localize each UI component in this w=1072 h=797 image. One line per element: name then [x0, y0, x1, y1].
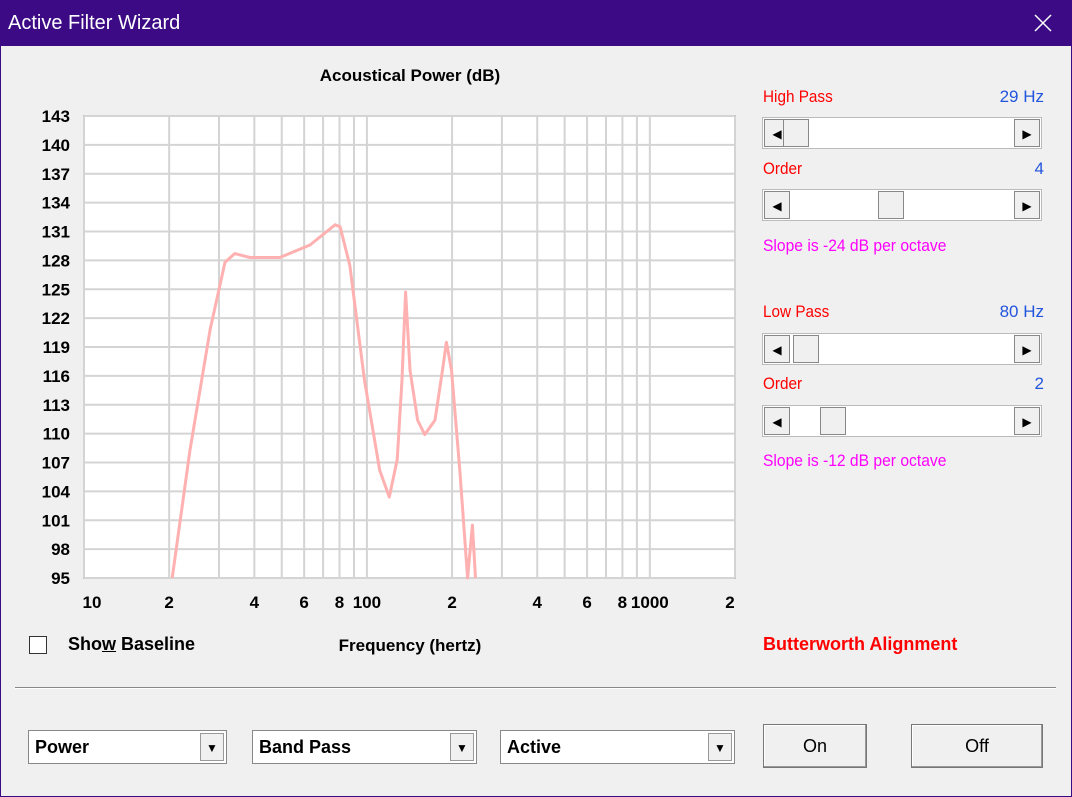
- y-tick-label: 122: [42, 309, 70, 328]
- scrollbar[interactable]: ◀ ▶: [762, 117, 1042, 149]
- control-label: Order: [763, 374, 803, 393]
- y-tick-label: 119: [43, 338, 70, 357]
- control-label: High Pass: [763, 87, 833, 106]
- x-tick-label: 8: [335, 593, 344, 612]
- dropdown[interactable]: Active ▼: [500, 730, 735, 764]
- window-title: Active Filter Wizard: [8, 12, 181, 34]
- x-tick-label: 100: [353, 593, 381, 612]
- x-tick-label: 6: [299, 593, 308, 612]
- scroll-arrow[interactable]: ▶: [1014, 335, 1040, 363]
- label-text: Baseline: [116, 634, 196, 654]
- x-tick-label: 8: [618, 593, 627, 612]
- y-tick-label: 95: [51, 569, 70, 588]
- checkbox[interactable]: [29, 636, 47, 654]
- control-value: 80 Hz: [999, 302, 1044, 321]
- dropdown-value: Band Pass: [259, 737, 352, 757]
- y-tick-label: 140: [42, 136, 70, 155]
- control-label: Order: [763, 159, 803, 178]
- control-label: Low Pass: [763, 302, 830, 321]
- separator: [15, 687, 1056, 689]
- scroll-arrow[interactable]: ◀: [764, 407, 790, 435]
- control-value: 29 Hz: [999, 87, 1044, 106]
- scroll-thumb[interactable]: [783, 119, 809, 147]
- y-tick-label: 128: [42, 251, 70, 270]
- dropdown[interactable]: Power ▼: [28, 730, 227, 764]
- control-value: 2: [1034, 374, 1044, 393]
- dropdown-arrow[interactable]: ▼: [450, 733, 474, 761]
- y-tick-label: 110: [43, 425, 70, 444]
- x-tick-label: 2: [725, 593, 734, 612]
- x-tick-label: 6: [582, 593, 591, 612]
- y-tick-label: 143: [42, 107, 70, 126]
- y-tick-label: 101: [42, 511, 70, 530]
- dropdown[interactable]: Band Pass ▼: [252, 730, 477, 764]
- x-tick-label: 2: [164, 593, 173, 612]
- dropdown-arrow[interactable]: ▼: [708, 733, 732, 761]
- close-button[interactable]: [1034, 14, 1052, 32]
- y-tick-label: 131: [42, 223, 70, 242]
- x-axis-label: Frequency (hertz): [339, 636, 482, 655]
- x-tick-label: 10: [83, 593, 102, 612]
- dropdown-value: Active: [507, 737, 562, 757]
- x-tick-label: 1000: [631, 593, 669, 612]
- y-tick-label: 134: [42, 194, 71, 213]
- y-tick-label: 104: [42, 482, 71, 501]
- chart-title: Acoustical Power (dB): [320, 66, 500, 85]
- scroll-arrow[interactable]: ▶: [1014, 191, 1040, 219]
- y-tick-label: 125: [42, 280, 70, 299]
- checkbox-label[interactable]: Show Baseline: [68, 634, 195, 655]
- label-text: Sho: [68, 634, 102, 654]
- slope-text: Slope is -12 dB per octave: [763, 451, 947, 470]
- scroll-thumb[interactable]: [793, 335, 819, 363]
- dropdown-arrow[interactable]: ▼: [200, 733, 224, 761]
- title-bar: Active Filter Wizard: [0, 0, 1072, 46]
- scrollbar[interactable]: ◀ ▶: [762, 405, 1042, 437]
- scrollbar[interactable]: ◀ ▶: [762, 189, 1042, 221]
- x-tick-label: 4: [250, 593, 260, 612]
- button[interactable]: Off: [911, 724, 1043, 768]
- dropdown-value: Power: [35, 737, 90, 757]
- x-tick-label: 4: [533, 593, 543, 612]
- scroll-thumb[interactable]: [820, 407, 846, 435]
- scroll-arrow[interactable]: ◀: [764, 191, 790, 219]
- chart: Acoustical Power (dB) Frequency (hertz) …: [42, 66, 736, 655]
- y-tick-label: 137: [42, 165, 70, 184]
- access-key: w: [102, 634, 117, 654]
- data-line: [170, 223, 477, 580]
- scroll-arrow[interactable]: ▶: [1014, 407, 1040, 435]
- button[interactable]: On: [763, 724, 867, 768]
- alignment-label: Butterworth Alignment: [763, 634, 958, 654]
- y-tick-label: 107: [42, 454, 70, 473]
- y-tick-label: 113: [43, 396, 70, 415]
- x-tick-label: 2: [447, 593, 456, 612]
- y-tick-label: 98: [51, 540, 70, 559]
- scroll-arrow[interactable]: ▶: [1014, 119, 1040, 147]
- slope-text: Slope is -24 dB per octave: [763, 236, 947, 255]
- scroll-arrow[interactable]: ◀: [764, 335, 790, 363]
- scrollbar[interactable]: ◀ ▶: [762, 333, 1042, 365]
- control-value: 4: [1034, 159, 1044, 178]
- scroll-thumb[interactable]: [878, 191, 904, 219]
- y-tick-label: 116: [43, 367, 70, 386]
